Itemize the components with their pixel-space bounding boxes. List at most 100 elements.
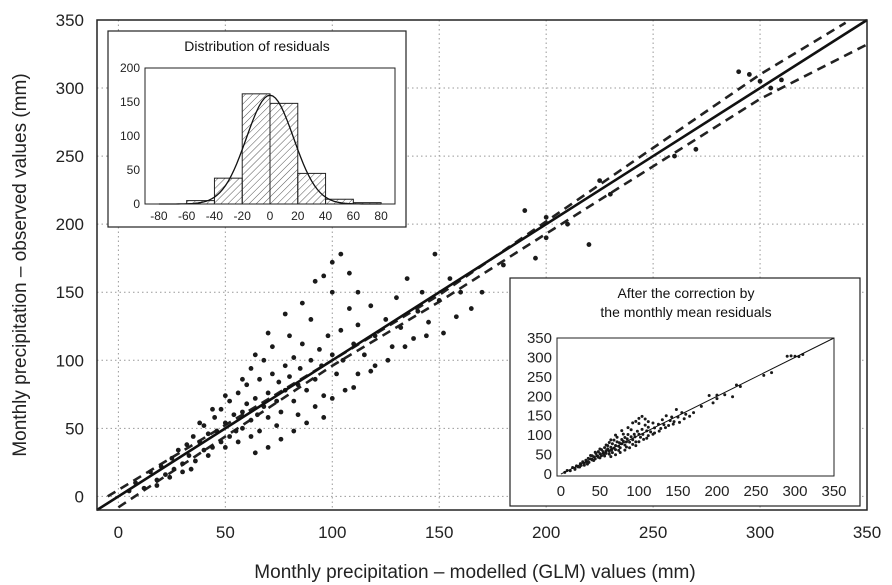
scatter-point (372, 363, 378, 369)
corrected-x-tick-label: 250 (743, 483, 768, 500)
histogram-bar (297, 172, 327, 205)
scatter-point (317, 346, 322, 352)
corrected-x-tick-label: 150 (665, 483, 690, 500)
corrected-point (603, 454, 607, 458)
histogram-y-ticks: 0 50 100 150 200 (120, 61, 140, 211)
corrected-point (621, 432, 625, 436)
scatter-point (597, 178, 603, 184)
corrected-point (607, 452, 611, 456)
scatter-point (278, 436, 284, 442)
scatter-point (304, 387, 310, 393)
scatter-point (282, 311, 288, 317)
scatter-point (346, 270, 352, 276)
scatter-point (402, 344, 408, 350)
scatter-point (522, 208, 528, 213)
scatter-point (252, 450, 258, 456)
histogram-x-tick-label: -20 (234, 209, 252, 223)
corrected-title-line-1: After the correction by (618, 285, 755, 301)
corrected-point (607, 440, 611, 444)
scatter-point (543, 235, 549, 241)
scatter-point (154, 483, 160, 488)
scatter-point (479, 289, 485, 295)
corrected-point (625, 437, 629, 441)
scatter-point (757, 78, 763, 84)
scatter-point (197, 420, 203, 426)
histogram-x-tick-label: -60 (178, 209, 196, 223)
corrected-point (624, 445, 628, 449)
corrected-x-tick-label: 50 (592, 483, 609, 500)
corrected-point (645, 436, 649, 440)
corrected-point (586, 456, 590, 460)
histogram-x-tick-label: 20 (291, 209, 305, 223)
corrected-point (629, 435, 633, 439)
scatter-point (231, 412, 237, 418)
scatter-point (148, 469, 153, 475)
corrected-point (711, 401, 715, 405)
corrected-point (662, 423, 666, 427)
corrected-point (678, 420, 682, 424)
scatter-point (351, 385, 357, 390)
corrected-point (626, 426, 630, 430)
corrected-point (635, 429, 639, 433)
y-axis-label: Monthly precipitation – observed values … (10, 73, 31, 456)
histogram-y-tick-label: 100 (120, 129, 140, 143)
scatter-point (500, 262, 506, 268)
scatter-point (255, 412, 260, 418)
corrected-y-tick-label: 300 (527, 349, 552, 366)
scatter-point (265, 415, 271, 420)
corrected-point (770, 371, 774, 375)
corrected-x-tick-label: 0 (557, 483, 565, 500)
scatter-point (248, 417, 254, 423)
scatter-point (227, 434, 233, 439)
corrected-point (637, 422, 641, 426)
scatter-point (334, 371, 339, 377)
corrected-point (667, 424, 671, 428)
corrected-point (615, 435, 619, 439)
histogram-bar (213, 177, 243, 205)
scatter-point (447, 276, 453, 282)
corrected-y-ticks: 0 50 100 150 200 250 300 350 (527, 330, 552, 483)
scatter-point (212, 415, 218, 420)
corrected-point (682, 417, 686, 421)
histogram-y-tick-label: 150 (120, 95, 140, 109)
scatter-point (201, 423, 207, 429)
main-y-ticks: 0 50 100 150 200 250 300 350 (56, 11, 84, 506)
scatter-point (210, 444, 215, 450)
scatter-point (240, 376, 245, 382)
corrected-point (671, 422, 675, 426)
corrected-point (593, 450, 597, 454)
histogram-normal-curve (158, 94, 382, 205)
scatter-point (329, 352, 335, 358)
scatter-point (269, 371, 275, 377)
scatter-point (338, 327, 344, 333)
corrected-y-tick-label: 100 (527, 427, 552, 444)
corrected-point (614, 433, 618, 437)
corrected-point (699, 404, 703, 408)
corrected-y-tick-label: 350 (527, 330, 552, 347)
corrected-point (614, 453, 618, 457)
corrected-point (646, 420, 650, 424)
corrected-point (631, 421, 635, 425)
x-tick-label: 100 (318, 523, 346, 542)
corrected-point (617, 448, 621, 452)
histogram-x-tick-label: 40 (319, 209, 333, 223)
scatter-point (163, 472, 168, 478)
corrected-point (638, 435, 642, 439)
scatter-point (235, 390, 241, 396)
scatter-point (227, 398, 233, 404)
scatter-point (201, 447, 207, 453)
scatter-point (441, 330, 446, 336)
corrected-point (598, 456, 602, 460)
corrected-point (723, 393, 727, 397)
scatter-point (385, 357, 391, 363)
scatter-point (291, 428, 297, 434)
scatter-point (180, 469, 185, 475)
scatter-point (240, 425, 245, 431)
corrected-point (649, 430, 653, 434)
scatter-point (244, 401, 250, 407)
corrected-point (599, 454, 603, 458)
corrected-point (596, 450, 600, 454)
scatter-point (261, 357, 267, 363)
scatter-point (342, 387, 348, 393)
corrected-point (688, 414, 692, 418)
